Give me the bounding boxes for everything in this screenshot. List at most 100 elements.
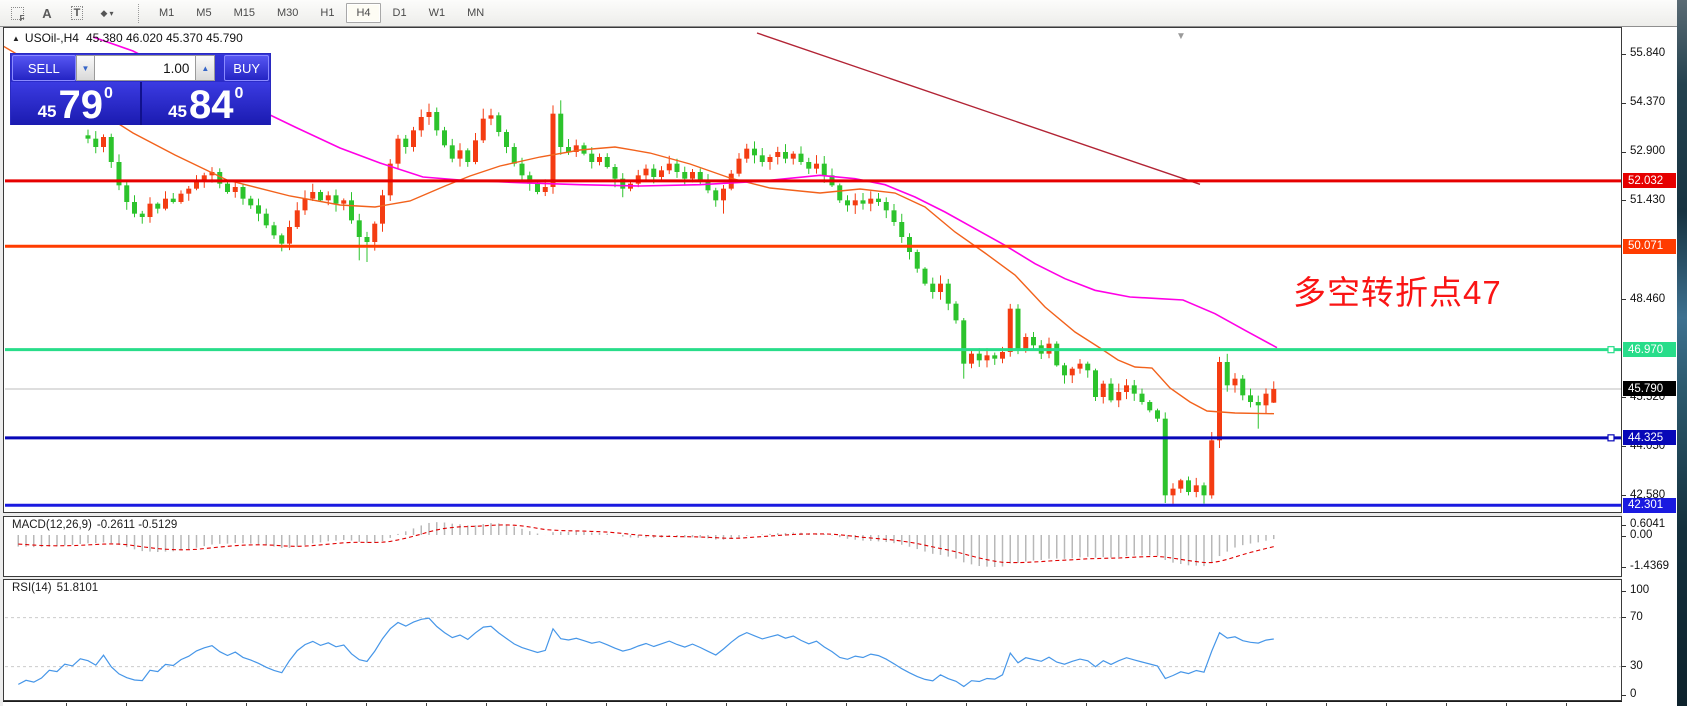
macd-name: MACD(12,26,9) — [12, 519, 92, 531]
rsi-canvas — [5, 617, 1621, 688]
time-axis-tick — [1206, 703, 1207, 706]
macd-axis-tick: 0.6041 — [1630, 518, 1666, 530]
time-axis-tick — [606, 703, 607, 706]
timeframe-w1-button[interactable]: W1 — [428, 7, 446, 19]
axis-tick-mark — [1622, 535, 1626, 537]
time-axis-tick — [426, 703, 427, 706]
macd-pane[interactable]: MACD(12,26,9) -0.2611 -0.5129 — [3, 516, 1622, 577]
price-axis-tick: 54.370 — [1630, 96, 1666, 108]
toolbar: F A T ◆ ▾ M1 M5 M15 M30 H1 H4 D1 W1 MN — [0, 0, 1677, 27]
buy-price-sup: 0 — [234, 85, 244, 102]
macd-axis-tick: 0.00 — [1630, 529, 1653, 541]
sell-price[interactable]: 45 79 0 — [11, 82, 142, 125]
rsi-name: RSI(14) — [12, 582, 52, 594]
time-axis-tick — [1386, 703, 1387, 706]
chart-foreground-icon[interactable]: F — [4, 3, 30, 24]
axis-tick-mark — [1622, 397, 1626, 399]
axis-tick-mark — [1622, 446, 1626, 448]
timeframe-mn-button[interactable]: MN — [467, 7, 485, 19]
rsi-label: RSI(14) 51.8101 — [12, 582, 98, 594]
time-axis-tick — [1266, 703, 1267, 706]
volume-input[interactable] — [95, 55, 196, 81]
time-axis-tick — [786, 703, 787, 706]
rsi-value: 51.8101 — [56, 582, 99, 594]
shapes-tool-icon[interactable]: ◆ ▾ — [94, 3, 120, 24]
macd-values: -0.2611 -0.5129 — [96, 519, 178, 531]
timeframe-m5-button[interactable]: M5 — [196, 7, 212, 19]
time-axis-tick — [246, 703, 247, 706]
ohlc-quote-label: 45.380 46.020 45.370 45.790 — [85, 31, 243, 45]
current-price-badge: 45.790 — [1623, 381, 1676, 397]
time-axis-tick — [1026, 703, 1027, 706]
axis-tick-mark — [1622, 566, 1626, 568]
chart-annotation-text: 多空转折点47 — [1293, 274, 1502, 311]
price-level-badge: 46.970 — [1623, 342, 1676, 358]
macd-label: MACD(12,26,9) -0.2611 -0.5129 — [12, 519, 177, 531]
title-arrow-icon: ▲ — [12, 33, 20, 43]
time-axis-tick — [1446, 703, 1447, 706]
sell-price-sup: 0 — [104, 85, 113, 102]
axis-tick-mark — [1622, 299, 1626, 301]
sell-button[interactable]: SELL — [12, 55, 76, 81]
price-axis-tick: 55.840 — [1630, 47, 1666, 59]
rsi-axis-tick: 0 — [1630, 688, 1637, 700]
time-axis-tick — [546, 703, 547, 706]
time-axis-tick — [1086, 703, 1087, 706]
axis-tick-mark — [1622, 495, 1626, 497]
timeframe-h4-button[interactable]: H4 — [346, 3, 381, 23]
price-chart-pane[interactable] — [3, 27, 1622, 513]
time-axis-tick — [906, 703, 907, 706]
axis-tick-mark — [1622, 53, 1626, 55]
sell-price-main: 79 — [58, 83, 104, 128]
text-tool-icon[interactable]: T — [64, 3, 90, 24]
spin-down-icon: ▼ — [81, 63, 90, 73]
price-axis-tick: 48.460 — [1630, 292, 1666, 305]
price-chart-canvas — [4, 32, 1621, 507]
symbol-label: USOil-,H4 — [24, 31, 79, 45]
desktop-background-edge — [1677, 0, 1687, 706]
axis-tick-mark — [1622, 617, 1626, 618]
axis-tick-mark — [1622, 590, 1626, 592]
timeframe-d1-button[interactable]: D1 — [392, 7, 407, 19]
buy-button[interactable]: BUY — [224, 55, 269, 81]
volume-up-button[interactable]: ▲ — [195, 55, 216, 81]
price-axis[interactable]: 55.840 54.370 52.900 51.430 48.460 45.520 44.0… — [1622, 27, 1677, 706]
time-axis-tick — [846, 703, 847, 706]
time-axis-tick — [1146, 703, 1147, 706]
shape-glyph: ◆ — [100, 7, 108, 18]
axis-tick-mark — [1622, 151, 1626, 153]
time-axis-tick — [1326, 703, 1327, 706]
price-axis-tick: 51.430 — [1630, 193, 1666, 206]
toolbar-separator — [138, 3, 139, 23]
chevron-down-icon: ▾ — [109, 8, 114, 18]
timeframe-m1-button[interactable]: M1 — [159, 7, 175, 19]
timeframe-m15-button[interactable]: M15 — [233, 7, 255, 19]
timeframe-h1-button[interactable]: H1 — [320, 7, 335, 19]
axis-tick-mark — [1622, 666, 1626, 667]
grid-f-label: F — [19, 13, 25, 23]
rsi-axis-tick: 70 — [1630, 610, 1643, 623]
a-glyph: A — [42, 5, 52, 21]
time-axis-tick — [66, 703, 67, 706]
grid-glyph: F — [10, 6, 25, 23]
chart-title: ▲ USOil-,H4 45.380 46.020 45.370 45.790 — [12, 31, 243, 45]
time-axis-tick — [966, 703, 967, 706]
cursor-a-icon[interactable]: A — [34, 3, 60, 24]
time-axis-tick — [366, 703, 367, 706]
axis-tick-mark — [1622, 200, 1626, 202]
timeframe-m30-button[interactable]: M30 — [276, 7, 299, 19]
time-axis-tick — [306, 703, 307, 706]
rsi-pane[interactable]: RSI(14) 51.8101 — [3, 579, 1622, 701]
axis-tick-mark — [1622, 102, 1626, 104]
time-axis-tick — [486, 703, 487, 706]
price-level-badge: 50.071 — [1623, 238, 1676, 254]
sell-price-prefix: 45 — [37, 102, 57, 121]
buy-price[interactable]: 45 84 0 — [141, 82, 270, 128]
time-axis-tick — [186, 703, 187, 706]
buy-price-main: 84 — [189, 83, 234, 128]
chart-shift-marker-icon[interactable]: ▼ — [1176, 31, 1186, 42]
time-axis[interactable] — [3, 701, 1622, 706]
volume-down-button[interactable]: ▼ — [75, 55, 96, 81]
axis-tick-mark — [1622, 694, 1626, 696]
